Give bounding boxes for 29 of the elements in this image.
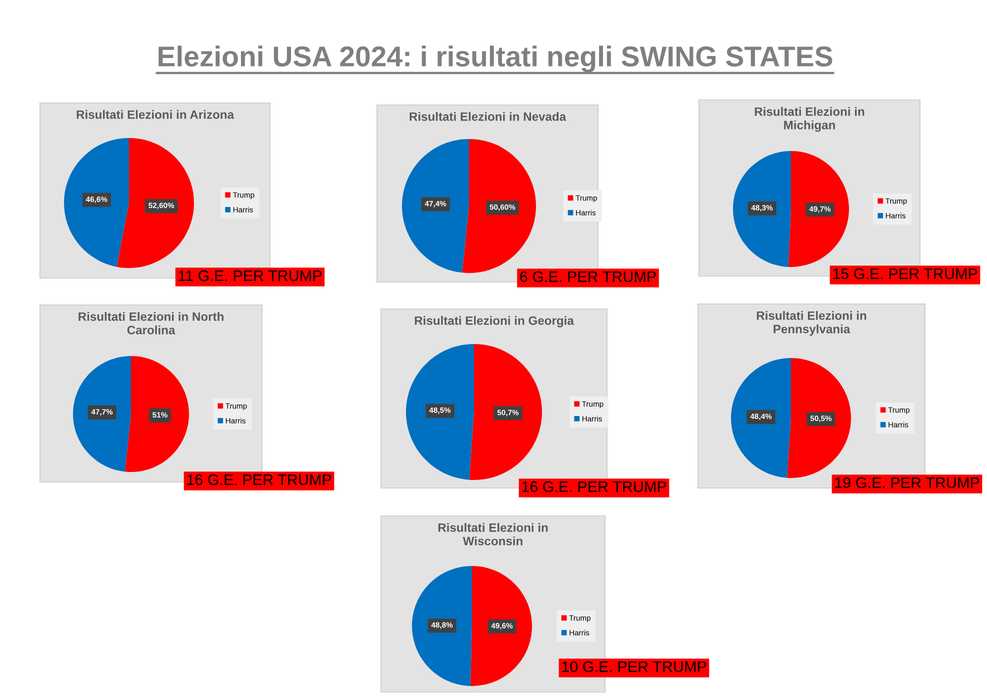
chart-title: Risultati Elezioni in Michigan bbox=[754, 107, 864, 132]
chart-title: Risultati Elezioni in Georgia bbox=[414, 316, 574, 328]
pie-slice bbox=[787, 358, 851, 478]
pie-slice bbox=[124, 356, 189, 472]
chart-title: Risultati Elezioni in Nevada bbox=[410, 112, 566, 121]
pie-slice bbox=[406, 344, 474, 480]
pie-slice bbox=[733, 151, 791, 267]
text: 16 G.E. PER TRUMP bbox=[522, 481, 666, 492]
chart-title: Risultati Elezioni in Arizona bbox=[76, 110, 234, 119]
pie-slice bbox=[470, 566, 532, 686]
chart-title: Risultati Elezioni in Wisconsin bbox=[438, 523, 548, 546]
text: 19 G.E. PER TRUMP bbox=[835, 477, 980, 488]
pie-slice bbox=[731, 358, 791, 478]
pie-slice bbox=[116, 138, 194, 268]
pie-slice bbox=[469, 344, 542, 480]
text: 6 G.E. PER TRUMP bbox=[520, 271, 656, 282]
pie-slice bbox=[412, 566, 472, 686]
pie-slice bbox=[788, 151, 849, 267]
text: 16 G.E. PER TRUMP bbox=[187, 474, 332, 486]
text: 15 G.E. PER TRUMP bbox=[833, 268, 978, 280]
pie-slice bbox=[402, 139, 469, 273]
text: 11 G.E. PER TRUMP bbox=[178, 270, 322, 282]
pie-slice bbox=[462, 139, 536, 273]
pie-slice bbox=[64, 138, 129, 267]
chart-title: Risultati Elezioni in Pennsylvania bbox=[756, 311, 866, 336]
chart-title: Risultati Elezioni in North Carolina bbox=[78, 312, 224, 334]
pie-slice bbox=[73, 356, 131, 472]
text: 10 G.E. PER TRUMP bbox=[562, 661, 706, 672]
text: Elezioni USA 2024: i risultati negli SWING STATES bbox=[158, 46, 832, 72]
